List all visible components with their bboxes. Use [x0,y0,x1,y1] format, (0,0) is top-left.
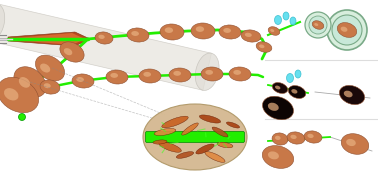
Ellipse shape [40,64,50,72]
Ellipse shape [143,104,247,170]
Ellipse shape [262,96,293,120]
Ellipse shape [219,25,241,39]
Polygon shape [15,33,85,45]
Ellipse shape [245,33,252,37]
Ellipse shape [76,77,84,82]
Ellipse shape [143,72,151,77]
Ellipse shape [195,53,219,90]
Ellipse shape [0,77,39,113]
Circle shape [19,113,25,120]
Ellipse shape [307,134,314,138]
Ellipse shape [199,115,221,123]
Ellipse shape [272,133,288,145]
Ellipse shape [272,83,288,93]
Ellipse shape [304,131,322,143]
Ellipse shape [165,27,173,33]
Ellipse shape [106,70,128,84]
Ellipse shape [19,77,30,88]
Ellipse shape [60,42,84,62]
Ellipse shape [0,4,5,41]
Ellipse shape [223,28,231,33]
Ellipse shape [256,42,272,52]
Ellipse shape [95,32,113,44]
Ellipse shape [196,26,204,32]
FancyBboxPatch shape [146,132,245,142]
Ellipse shape [174,71,181,76]
Ellipse shape [291,89,297,94]
Ellipse shape [196,144,214,154]
Ellipse shape [314,23,318,26]
Ellipse shape [139,69,161,83]
Ellipse shape [262,146,294,168]
Ellipse shape [283,12,289,20]
Ellipse shape [154,129,176,136]
Ellipse shape [268,27,280,35]
Ellipse shape [233,70,241,75]
Ellipse shape [153,140,167,144]
Ellipse shape [337,23,357,37]
Ellipse shape [275,136,280,140]
Ellipse shape [201,67,223,81]
Ellipse shape [341,27,347,32]
Ellipse shape [191,23,215,39]
Ellipse shape [288,86,306,98]
Ellipse shape [287,74,293,83]
Ellipse shape [162,116,188,128]
Ellipse shape [131,31,139,36]
Ellipse shape [290,17,296,25]
Ellipse shape [160,24,184,40]
Ellipse shape [226,122,240,128]
Ellipse shape [217,142,233,148]
Ellipse shape [64,48,72,55]
Circle shape [309,16,327,34]
Ellipse shape [127,28,149,42]
Ellipse shape [159,142,181,152]
Ellipse shape [344,91,353,97]
Ellipse shape [290,135,297,139]
Circle shape [327,10,367,50]
Ellipse shape [229,67,251,81]
Ellipse shape [312,21,324,29]
Ellipse shape [341,134,369,154]
Ellipse shape [14,67,46,97]
Ellipse shape [287,132,305,144]
Circle shape [305,12,331,38]
Ellipse shape [268,151,279,159]
Ellipse shape [241,30,261,42]
Ellipse shape [72,74,94,88]
Ellipse shape [205,70,213,75]
Ellipse shape [182,123,198,135]
Circle shape [332,15,362,45]
Polygon shape [8,32,90,46]
Ellipse shape [98,35,105,39]
Ellipse shape [44,83,51,88]
Ellipse shape [205,152,225,162]
Ellipse shape [275,86,280,90]
Bar [265,0,378,179]
Ellipse shape [4,88,19,100]
Ellipse shape [295,70,301,78]
Ellipse shape [274,16,282,25]
Ellipse shape [36,55,65,81]
Polygon shape [0,4,211,90]
Ellipse shape [110,73,118,78]
Ellipse shape [346,139,356,146]
Ellipse shape [270,29,274,32]
Ellipse shape [40,80,60,94]
Ellipse shape [176,152,194,158]
Ellipse shape [212,127,228,137]
Ellipse shape [259,44,265,48]
Ellipse shape [339,85,365,105]
Ellipse shape [268,103,279,111]
Ellipse shape [169,68,191,82]
